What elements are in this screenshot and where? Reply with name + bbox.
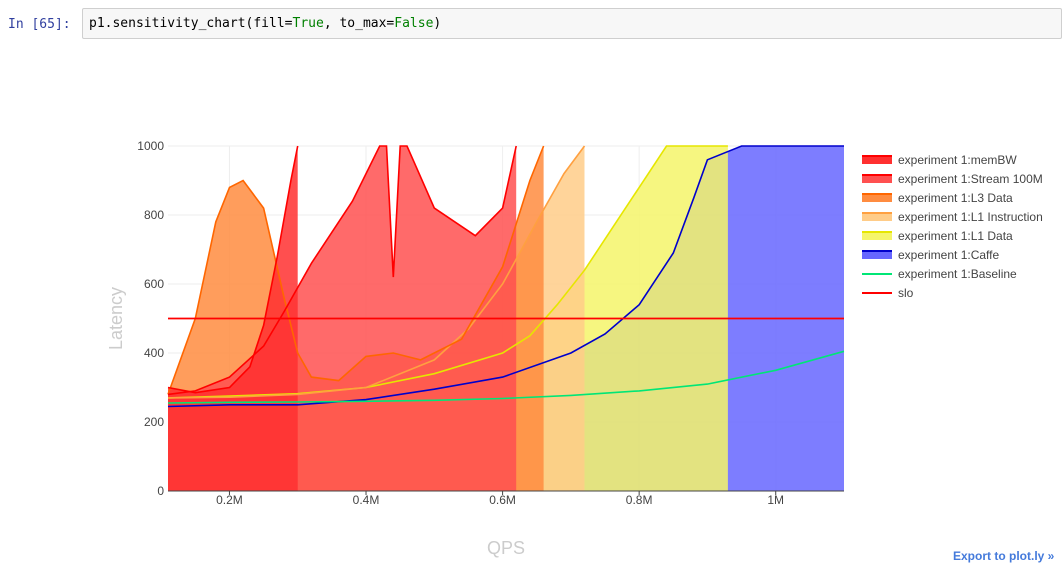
legend-swatch <box>862 213 892 221</box>
chart-axes: 0.2M 0.4M 0.6M 0.8M 1M 0 200 400 600 800 1000 QPS La… <box>106 139 844 558</box>
series-line-experiment-1-baseline <box>167 350 845 404</box>
legend-item-slo[interactable]: slo <box>862 286 914 300</box>
legend-label: slo <box>898 286 914 300</box>
notebook-cell: In [65]: p1.sensitivity_chart(fill=True,… <box>0 8 1062 42</box>
legend-swatch <box>862 194 892 202</box>
legend-label: experiment 1:memBW <box>898 153 1017 167</box>
legend-item-experiment-1-caffe[interactable]: experiment 1:Caffe <box>862 248 999 262</box>
x-tick-label: 0.8M <box>626 493 653 507</box>
legend-item-experiment-1-membw[interactable]: experiment 1:memBW <box>862 153 1017 167</box>
series-line-experiment-1-stream-100m <box>167 145 517 396</box>
y-tick-label: 400 <box>144 346 164 360</box>
y-tick-label: 800 <box>144 208 164 222</box>
series-line-experiment-1-membw <box>167 145 299 394</box>
code-end: ) <box>433 16 442 31</box>
legend-item-experiment-1-l1-instruction[interactable]: experiment 1:L1 Instruction <box>862 210 1043 224</box>
legend-item-experiment-1-baseline[interactable]: experiment 1:Baseline <box>862 267 1017 281</box>
code-input[interactable]: p1.sensitivity_chart(fill=True, to_max=F… <box>82 8 1062 39</box>
code-text: p1.sensitivity_chart(fill=True, to_max=F… <box>89 16 441 31</box>
x-tick-label: 0.6M <box>489 493 516 507</box>
legend-label: experiment 1:Stream 100M <box>898 172 1043 186</box>
code-keyword-false: False <box>394 16 434 31</box>
chart-lines <box>167 145 845 408</box>
code-keyword-true: True <box>292 16 324 31</box>
y-tick-label: 200 <box>144 415 164 429</box>
legend-label: experiment 1:L1 Data <box>898 229 1013 243</box>
legend-label: experiment 1:L1 Instruction <box>898 210 1043 224</box>
legend-label: experiment 1:Caffe <box>898 248 999 262</box>
cell-prompt: In [65]: <box>8 17 71 32</box>
export-link[interactable]: Export to plot.ly » <box>953 549 1055 563</box>
legend-swatch <box>862 156 892 164</box>
x-tick-label: 1M <box>767 493 784 507</box>
y-tick-label: 1000 <box>137 139 164 153</box>
y-tick-label: 0 <box>157 484 164 498</box>
x-axis-title: QPS <box>487 538 525 558</box>
legend-swatch <box>862 232 892 240</box>
code-mid: , to_max= <box>323 16 395 31</box>
legend-item-experiment-1-stream-100m[interactable]: experiment 1:Stream 100M <box>862 172 1043 186</box>
legend-swatch <box>862 175 892 183</box>
legend-label: experiment 1:Baseline <box>898 267 1017 281</box>
x-tick-label: 0.2M <box>216 493 243 507</box>
y-tick-label: 600 <box>144 277 164 291</box>
chart-legend: experiment 1:memBW experiment 1:Stream 10… <box>862 153 1043 300</box>
series-line-experiment-1-l3-data <box>167 145 545 395</box>
y-axis-title: Latency <box>106 287 126 350</box>
legend-swatch <box>862 251 892 259</box>
legend-label: experiment 1:L3 Data <box>898 191 1013 205</box>
x-tick-label: 0.4M <box>353 493 380 507</box>
series-line-experiment-1-caffe <box>167 145 844 408</box>
legend-item-experiment-1-l3-data[interactable]: experiment 1:L3 Data <box>862 191 1013 205</box>
legend-item-experiment-1-l1-data[interactable]: experiment 1:L1 Data <box>862 229 1013 243</box>
code-function: p1.sensitivity_chart(fill= <box>89 16 293 31</box>
